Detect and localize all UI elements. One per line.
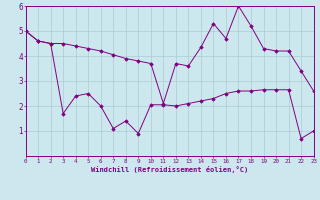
X-axis label: Windchill (Refroidissement éolien,°C): Windchill (Refroidissement éolien,°C) xyxy=(91,166,248,173)
